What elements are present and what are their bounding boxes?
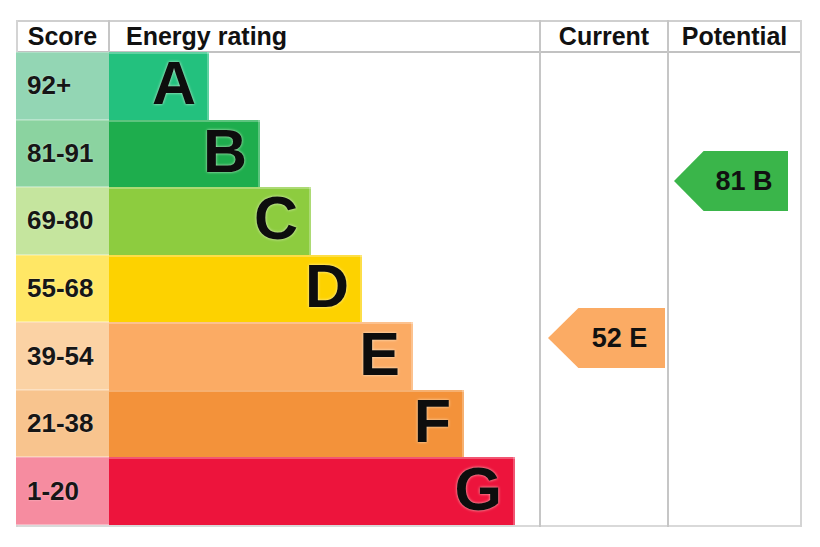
- band-bar: G: [109, 457, 515, 525]
- band-letter: A: [152, 53, 196, 114]
- band-row-f: 21-38 F: [16, 390, 540, 458]
- potential-rating-arrow: 81 B: [674, 151, 788, 211]
- band-score-range: 21-38: [16, 390, 109, 458]
- band-letter: F: [414, 391, 451, 452]
- band-row-b: 81-91 B: [16, 120, 540, 188]
- band-bar: D: [109, 255, 362, 323]
- band-row-a: 92+ A: [16, 52, 540, 120]
- table-right-border: [800, 20, 802, 527]
- band-score-range: 39-54: [16, 322, 109, 390]
- band-score-range: 69-80: [16, 187, 109, 255]
- header-current: Current: [540, 20, 668, 52]
- band-score-range: 55-68: [16, 255, 109, 323]
- current-rating-arrow: 52 E: [548, 308, 665, 368]
- header-score: Score: [16, 20, 109, 52]
- table-bottom-border: [16, 525, 802, 527]
- band-row-e: 39-54 E: [16, 322, 540, 390]
- header-potential: Potential: [668, 20, 801, 52]
- header-energy-rating: Energy rating: [109, 20, 539, 52]
- band-bar: E: [109, 322, 413, 390]
- band-row-g: 1-20 G: [16, 457, 540, 525]
- band-letter: G: [455, 459, 502, 520]
- band-score-range: 1-20: [16, 457, 109, 525]
- band-letter: C: [254, 188, 298, 249]
- band-letter: B: [203, 121, 247, 182]
- band-row-c: 69-80 C: [16, 187, 540, 255]
- band-bar: F: [109, 390, 464, 458]
- band-bar: A: [109, 52, 209, 120]
- band-letter: D: [305, 256, 349, 317]
- band-row-d: 55-68 D: [16, 255, 540, 323]
- band-letter: E: [359, 324, 400, 385]
- epc-rating-chart: Score Energy rating Current Potential 92…: [0, 0, 820, 547]
- band-bar: B: [109, 120, 260, 188]
- energy-band-rows: 92+ A 81-91 B 69-80 C 55-68 D 39-54: [16, 52, 540, 525]
- potential-column-separator: [667, 20, 669, 527]
- band-bar: C: [109, 187, 311, 255]
- band-score-range: 92+: [16, 52, 109, 120]
- band-score-range: 81-91: [16, 120, 109, 188]
